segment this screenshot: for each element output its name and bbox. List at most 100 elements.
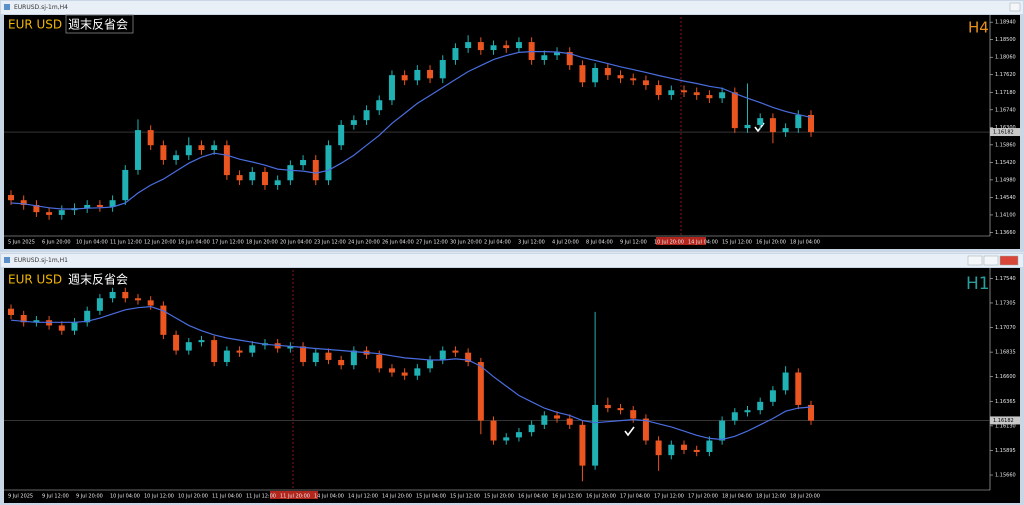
- window-icon: [4, 257, 10, 263]
- candle-body: [414, 69, 421, 81]
- candle-body: [782, 128, 789, 133]
- x-tick-label: 10 Jul 20:00: [654, 240, 684, 246]
- candle-body: [630, 78, 637, 81]
- candle-body: [223, 145, 230, 176]
- candle-body: [693, 449, 700, 453]
- candle-body: [515, 42, 522, 49]
- candle-body: [287, 346, 294, 349]
- y-tick-label: 1.18940: [995, 20, 1016, 26]
- candle-body: [147, 300, 154, 306]
- candle-body: [655, 440, 662, 456]
- candle-body: [554, 415, 561, 419]
- candle-body: [173, 334, 180, 351]
- chart-background: [4, 268, 1020, 503]
- candle-body: [554, 52, 561, 56]
- x-tick-label: 30 Jun 20:00: [450, 240, 482, 246]
- candle-body: [655, 85, 662, 96]
- candle-body: [757, 118, 764, 125]
- crosshair-box: [656, 237, 706, 245]
- candle-body: [744, 410, 751, 413]
- candle-body: [465, 42, 472, 49]
- y-tick-label: 1.18060: [995, 55, 1016, 61]
- x-tick-label: 8 Jul 04:00: [586, 240, 613, 246]
- current-price-box: [990, 128, 1020, 137]
- candle-body: [109, 291, 116, 299]
- x-tick-label: 11 Jul 12:00: [246, 494, 276, 500]
- x-tick-label: 17 Jul 20:00: [688, 494, 718, 500]
- window-icon: [4, 4, 10, 10]
- candle-body: [325, 352, 332, 360]
- candle-body: [33, 320, 40, 323]
- candle-body: [642, 418, 649, 441]
- candle-body: [185, 145, 192, 156]
- candle-body: [160, 145, 167, 160]
- close-button[interactable]: [999, 255, 1019, 266]
- candle-body: [363, 110, 370, 121]
- x-tick-label: 3 Jul 12:00: [518, 240, 545, 246]
- caption: 週末反省会: [68, 18, 128, 32]
- symbol: EUR USD: [8, 18, 62, 32]
- candle-body: [401, 372, 408, 376]
- candle-body: [8, 195, 14, 201]
- candle-body: [261, 171, 268, 186]
- candle-body: [376, 100, 383, 111]
- x-tick-label: 18 Jul 20:00: [790, 494, 820, 500]
- candle-body: [706, 440, 713, 453]
- candle-body: [58, 210, 65, 215]
- maximize-button[interactable]: [983, 255, 999, 266]
- x-tick-label: 18 Jul 12:00: [756, 494, 786, 500]
- x-tick-label: 15 Jul 12:00: [722, 240, 752, 246]
- x-tick-label: 17 Jun 12:00: [212, 240, 244, 246]
- x-tick-label: 12 Jun 20:00: [144, 240, 176, 246]
- caption-box: [65, 14, 134, 34]
- x-tick-label: 16 Jun 04:00: [178, 240, 210, 246]
- x-tick-label: 14 Jul 04:00: [688, 240, 718, 246]
- candle-body: [71, 322, 78, 331]
- candle-body: [33, 204, 40, 213]
- y-tick-label: 1.16835: [995, 350, 1016, 356]
- x-tick-label: 9 Jul 20:00: [76, 494, 103, 500]
- candle-body: [693, 92, 700, 96]
- candle-body: [20, 314, 27, 323]
- candle-body: [566, 52, 573, 66]
- candle-body: [681, 90, 688, 93]
- candle-body: [668, 444, 675, 456]
- y-tick-label: 1.17540: [995, 276, 1016, 282]
- x-tick-label: 16 Jul 04:00: [518, 494, 548, 500]
- candle-body: [300, 159, 307, 166]
- candle-body: [414, 368, 421, 376]
- x-tick-label: 14 Jul 12:00: [348, 494, 378, 500]
- candle-body: [287, 165, 294, 181]
- candle-body: [46, 212, 53, 215]
- candle-body: [198, 340, 205, 343]
- minimize-button[interactable]: [967, 255, 983, 266]
- candle-body: [808, 114, 814, 133]
- y-tick-label: 1.16300: [995, 125, 1016, 131]
- x-tick-label: 10 Jun 04:00: [76, 240, 108, 246]
- candle-body: [338, 359, 345, 366]
- x-tick-label: 18 Jun 20:00: [246, 240, 278, 246]
- y-tick-label: 1.14540: [995, 195, 1016, 201]
- moving-average: [10, 305, 812, 441]
- candle-body: [427, 69, 434, 79]
- x-tick-label: 10 Jul 12:00: [144, 494, 174, 500]
- y-tick-label: 1.15860: [995, 142, 1016, 148]
- x-tick-label: 6 Jun 20:00: [42, 240, 71, 246]
- candle-body: [604, 67, 611, 76]
- candle-body: [211, 340, 218, 363]
- y-tick-label: 1.16740: [995, 107, 1016, 113]
- y-tick-label: 1.15420: [995, 160, 1016, 166]
- y-tick-label: 1.13660: [995, 230, 1016, 236]
- x-tick-label: 10 Jul 04:00: [110, 494, 140, 500]
- window-button[interactable]: [1009, 2, 1021, 12]
- candle-body: [452, 350, 459, 353]
- candle-body: [312, 352, 319, 363]
- candle-body: [795, 114, 802, 129]
- candle-body: [681, 444, 688, 450]
- x-tick-label: 20 Jun 04:00: [280, 240, 312, 246]
- current-price-label: 1.16182: [993, 130, 1014, 136]
- candle-body: [376, 354, 383, 369]
- candle-body: [630, 410, 637, 419]
- x-tick-label: 10 Jul 20:00: [178, 494, 208, 500]
- candle-body: [96, 298, 103, 311]
